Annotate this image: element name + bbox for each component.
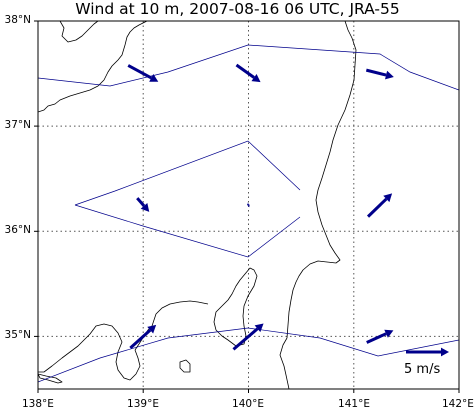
x-tick-label: 139°E [127, 398, 159, 410]
coastline-kanto-bay [280, 338, 289, 389]
x-tick-label: 142°E [442, 398, 474, 410]
reference-vector-label: 5 m/s [404, 362, 440, 377]
coastline [38, 21, 356, 389]
wind-vector-head [385, 71, 394, 80]
y-tick-label: 38°N [0, 14, 31, 26]
coastline-shizuoka [38, 324, 140, 380]
map-title: Wind at 10 m, 2007-08-16 06 UTC, JRA-55 [0, 0, 475, 18]
x-tick-label: 140°E [232, 398, 264, 410]
wind-vector-shaft [128, 65, 151, 78]
wind-vector [128, 65, 158, 81]
coastline-sw-fragment [38, 374, 62, 383]
coastline-izu-peninsula [135, 301, 208, 350]
contour-lines [38, 45, 459, 382]
wind-vector [368, 193, 392, 216]
y-tick-label: 37°N [0, 119, 31, 131]
coastline-honshu-east [287, 21, 356, 338]
wind-vector-shaft [368, 199, 386, 217]
x-tick-marks [38, 389, 459, 393]
coastline-sado-island [60, 21, 98, 42]
wind-vector-shaft [236, 65, 254, 78]
coastline-izu-oshima [180, 360, 190, 372]
x-tick-label: 138°E [22, 398, 54, 410]
y-tick-label: 35°N [0, 329, 31, 341]
y-tick-marks [34, 21, 38, 336]
wind-vector-shaft [366, 70, 386, 75]
y-tick-label: 36°N [0, 224, 31, 236]
x-tick-label: 141°E [338, 398, 370, 410]
wind-vector-head [441, 348, 449, 357]
wind-vector [366, 70, 394, 79]
wind-vector [137, 198, 149, 212]
wind-vector-shaft [130, 330, 150, 348]
contour-loop [75, 141, 300, 205]
wind-vector-shaft [367, 334, 386, 343]
